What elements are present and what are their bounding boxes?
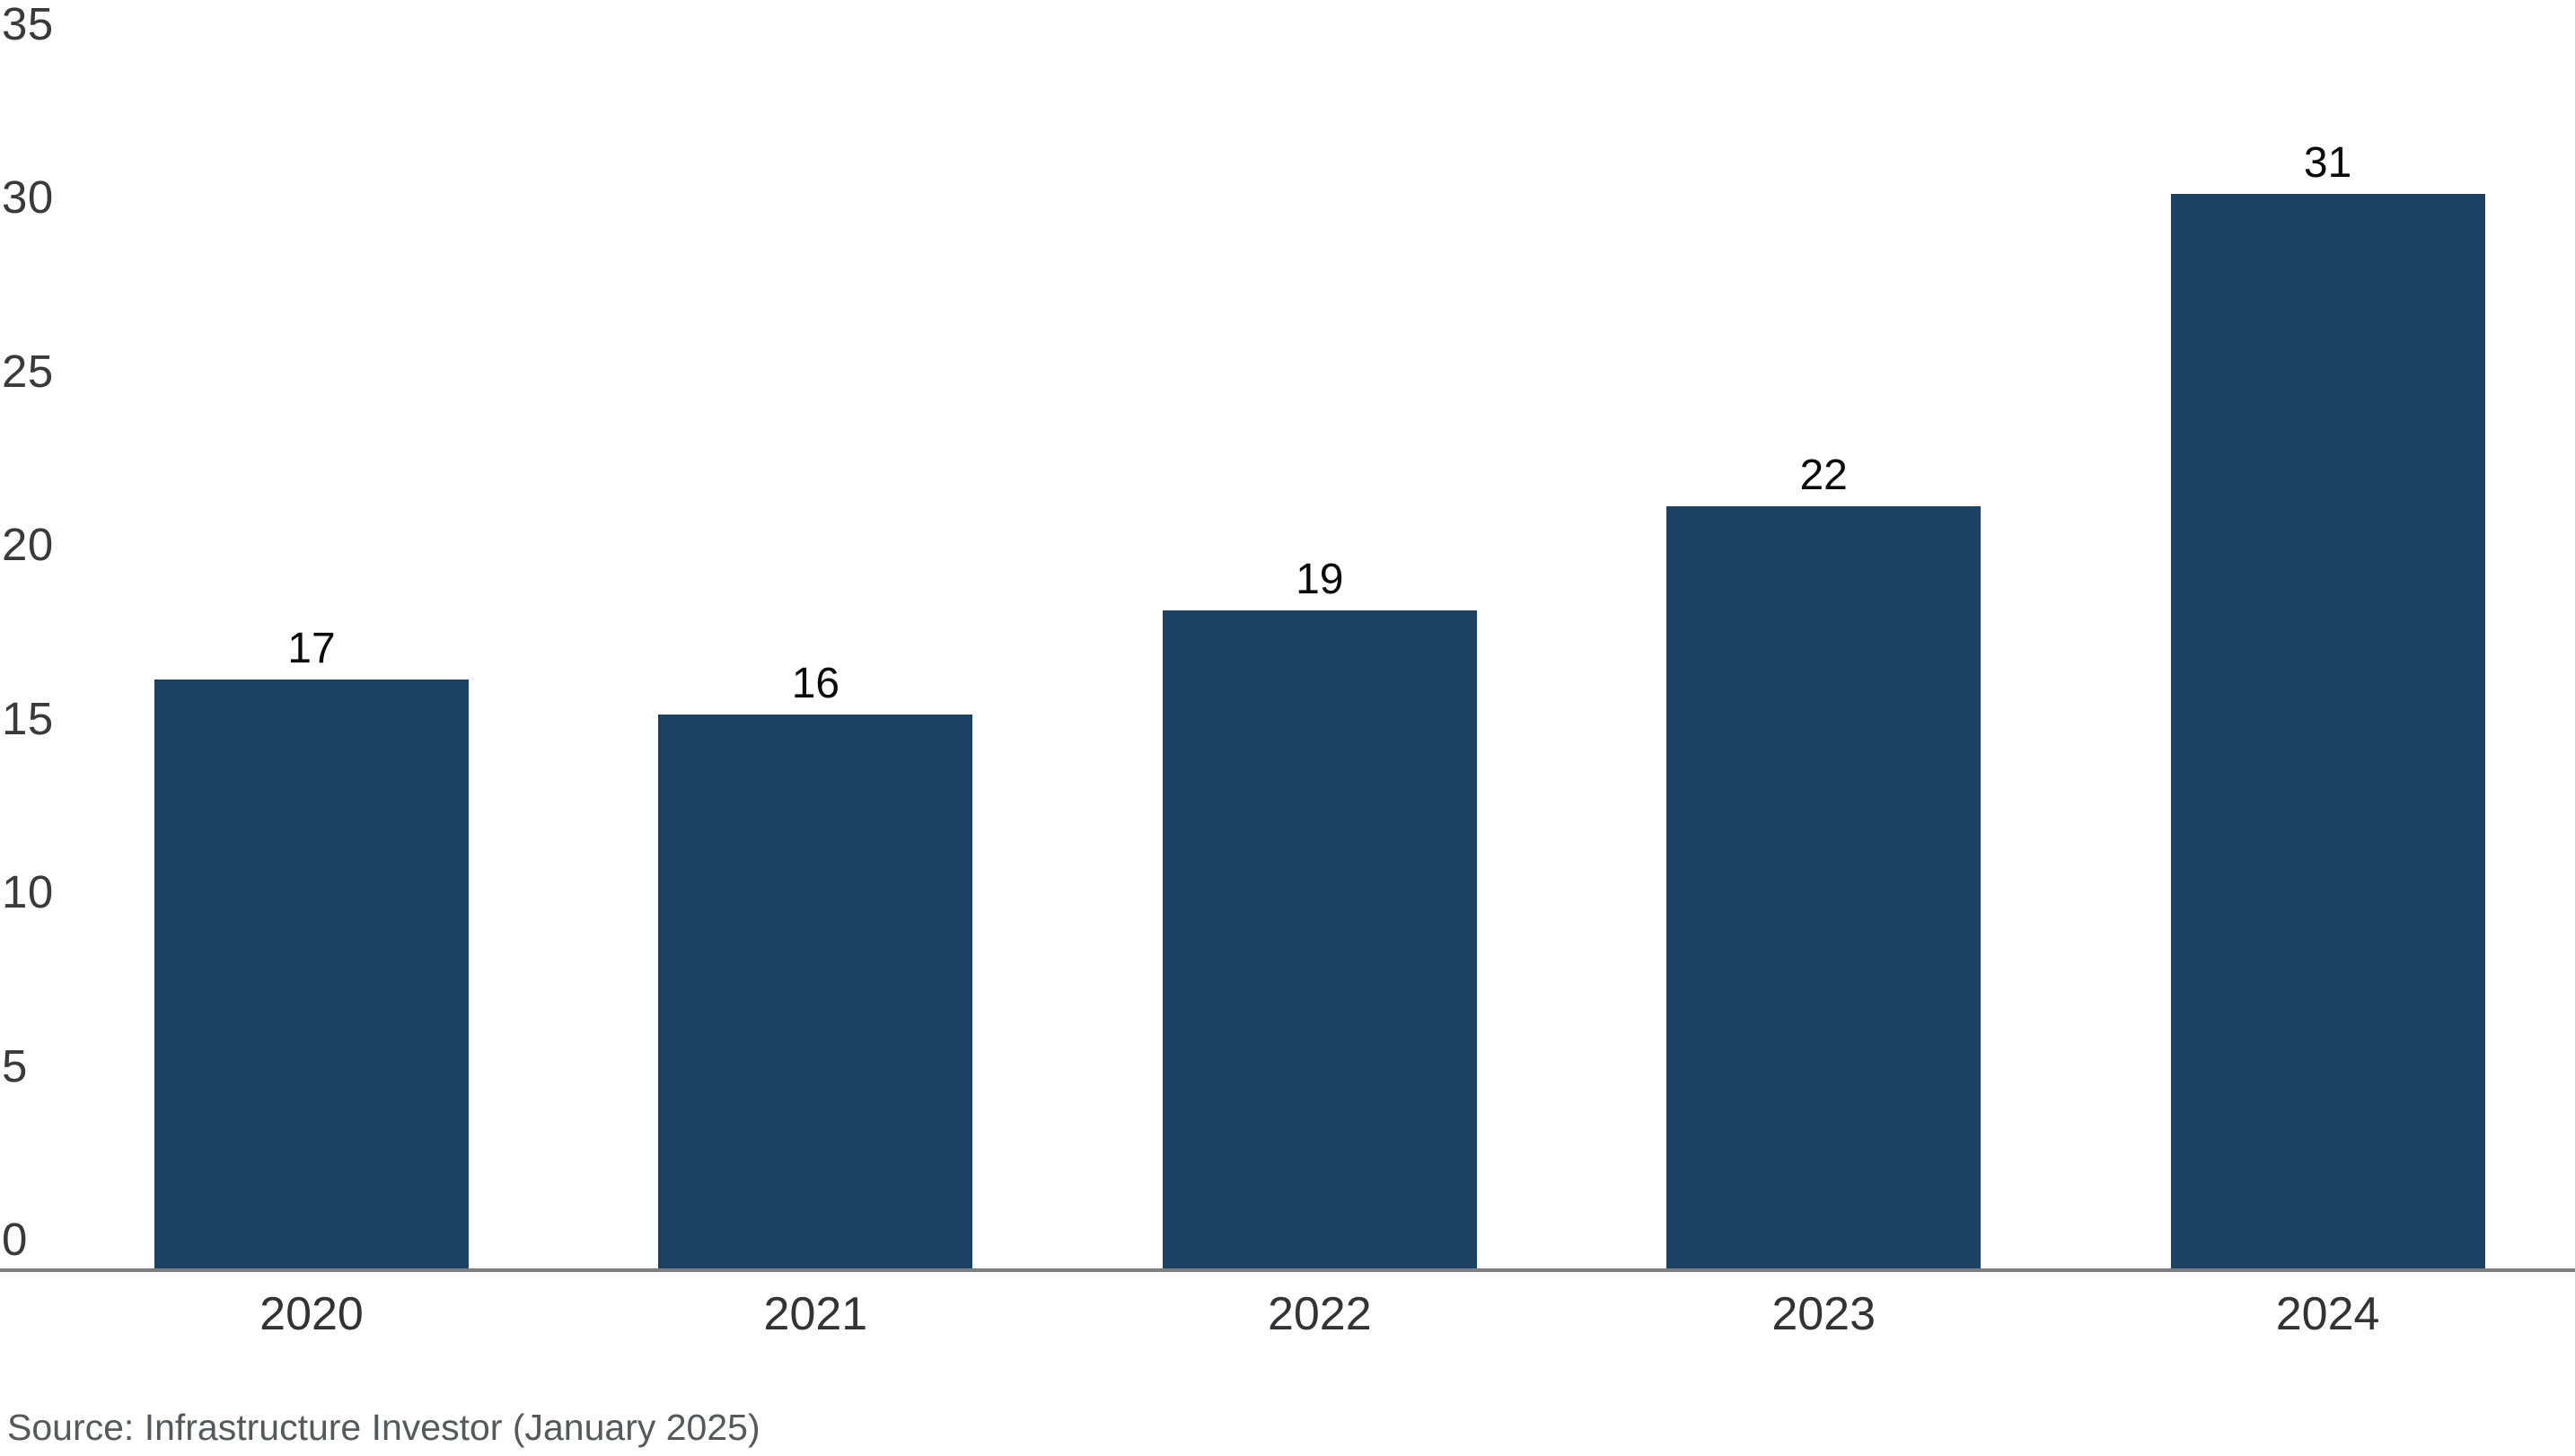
y-tick-label: 10 [2,866,54,918]
y-tick-label: 5 [2,1039,28,1092]
bar-value-label: 22 [1799,451,1848,499]
y-tick-label: 20 [2,519,54,571]
source-note: Source: Infrastructure Investor (January… [7,1407,760,1448]
x-tick-label: 2021 [763,1288,868,1340]
bar-2020 [154,680,469,1271]
x-axis-line [0,1268,2575,1272]
bar-2024 [2170,193,2485,1271]
x-tick-label: 2024 [2275,1288,2380,1340]
x-tick-label: 2023 [1771,1288,1876,1340]
bar-2021 [658,715,973,1271]
y-tick-label: 0 [2,1214,28,1265]
y-tick-label: 30 [2,171,54,224]
bar-2022 [1162,610,1477,1271]
y-tick-label: 35 [2,0,54,49]
bar-value-label: 31 [2303,138,2352,187]
y-tick-label: 15 [2,692,54,744]
bar-value-label: 19 [1296,555,1344,603]
x-tick-label: 2022 [1267,1288,1372,1340]
bar-2023 [1666,505,1982,1271]
y-tick-label: 25 [2,345,54,397]
bar-value-label: 17 [287,625,336,673]
x-tick-label: 2020 [259,1288,364,1340]
bar-value-label: 16 [791,660,840,708]
